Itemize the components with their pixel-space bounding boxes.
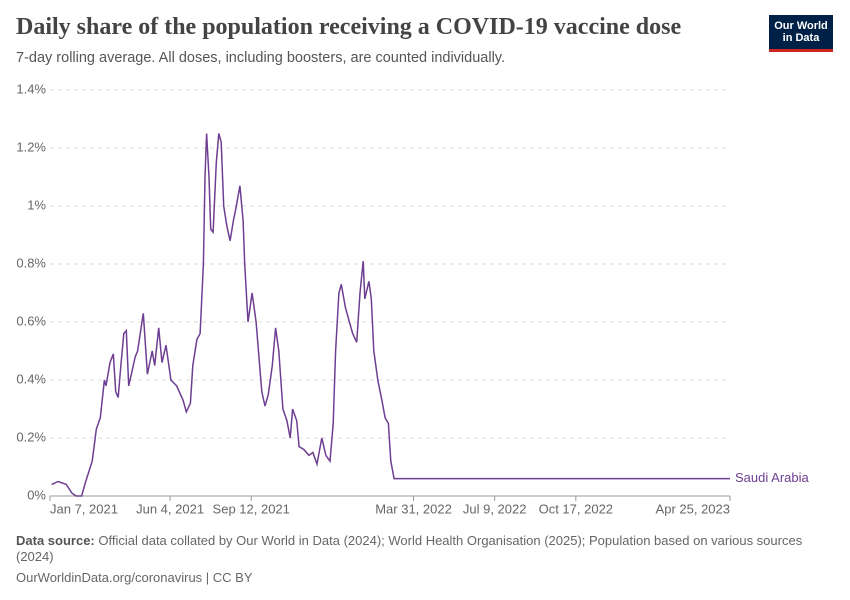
y-tick-label: 1.2% xyxy=(16,139,46,154)
logo-line: in Data xyxy=(782,32,820,44)
chart-title: Daily share of the population receiving … xyxy=(16,14,682,40)
x-tick-label: Jun 4, 2021 xyxy=(136,501,204,516)
x-tick-label: Jan 7, 2021 xyxy=(50,501,118,516)
y-tick-label: 0.4% xyxy=(16,371,46,386)
footer-link[interactable]: OurWorldinData.org/coronavirus | CC BY xyxy=(16,570,253,585)
logo[interactable]: Our World in Data xyxy=(769,15,833,52)
y-tick-label: 1% xyxy=(27,197,46,212)
y-tick-label: 0.6% xyxy=(16,313,46,328)
x-tick-label: Mar 31, 2022 xyxy=(375,501,452,516)
source-text: Official data collated by Our World in D… xyxy=(16,533,803,564)
y-tick-label: 0.2% xyxy=(16,429,46,444)
x-tick-label: Jul 9, 2022 xyxy=(463,501,527,516)
source-label: Data source: xyxy=(16,533,95,548)
series-line xyxy=(51,133,730,497)
x-tick-label: Apr 25, 2023 xyxy=(656,501,730,516)
y-tick-label: 0.8% xyxy=(16,255,46,270)
x-tick-label: Oct 17, 2022 xyxy=(539,501,613,516)
chart-subtitle: 7-day rolling average. All doses, includ… xyxy=(16,50,505,66)
source-note: Data source: Official data collated by O… xyxy=(16,533,806,565)
chart: 0% 0.2% 0.4% 0.6% 0.8% 1% 1.2% 1.4% Jan 7, 2021 J… xyxy=(16,81,809,516)
y-tick-label: 1.4% xyxy=(16,81,46,96)
y-tick-label: 0% xyxy=(27,487,46,502)
series-label: Saudi Arabia xyxy=(735,470,809,485)
logo-line: Our World xyxy=(774,20,828,32)
x-tick-label: Sep 12, 2021 xyxy=(213,501,290,516)
